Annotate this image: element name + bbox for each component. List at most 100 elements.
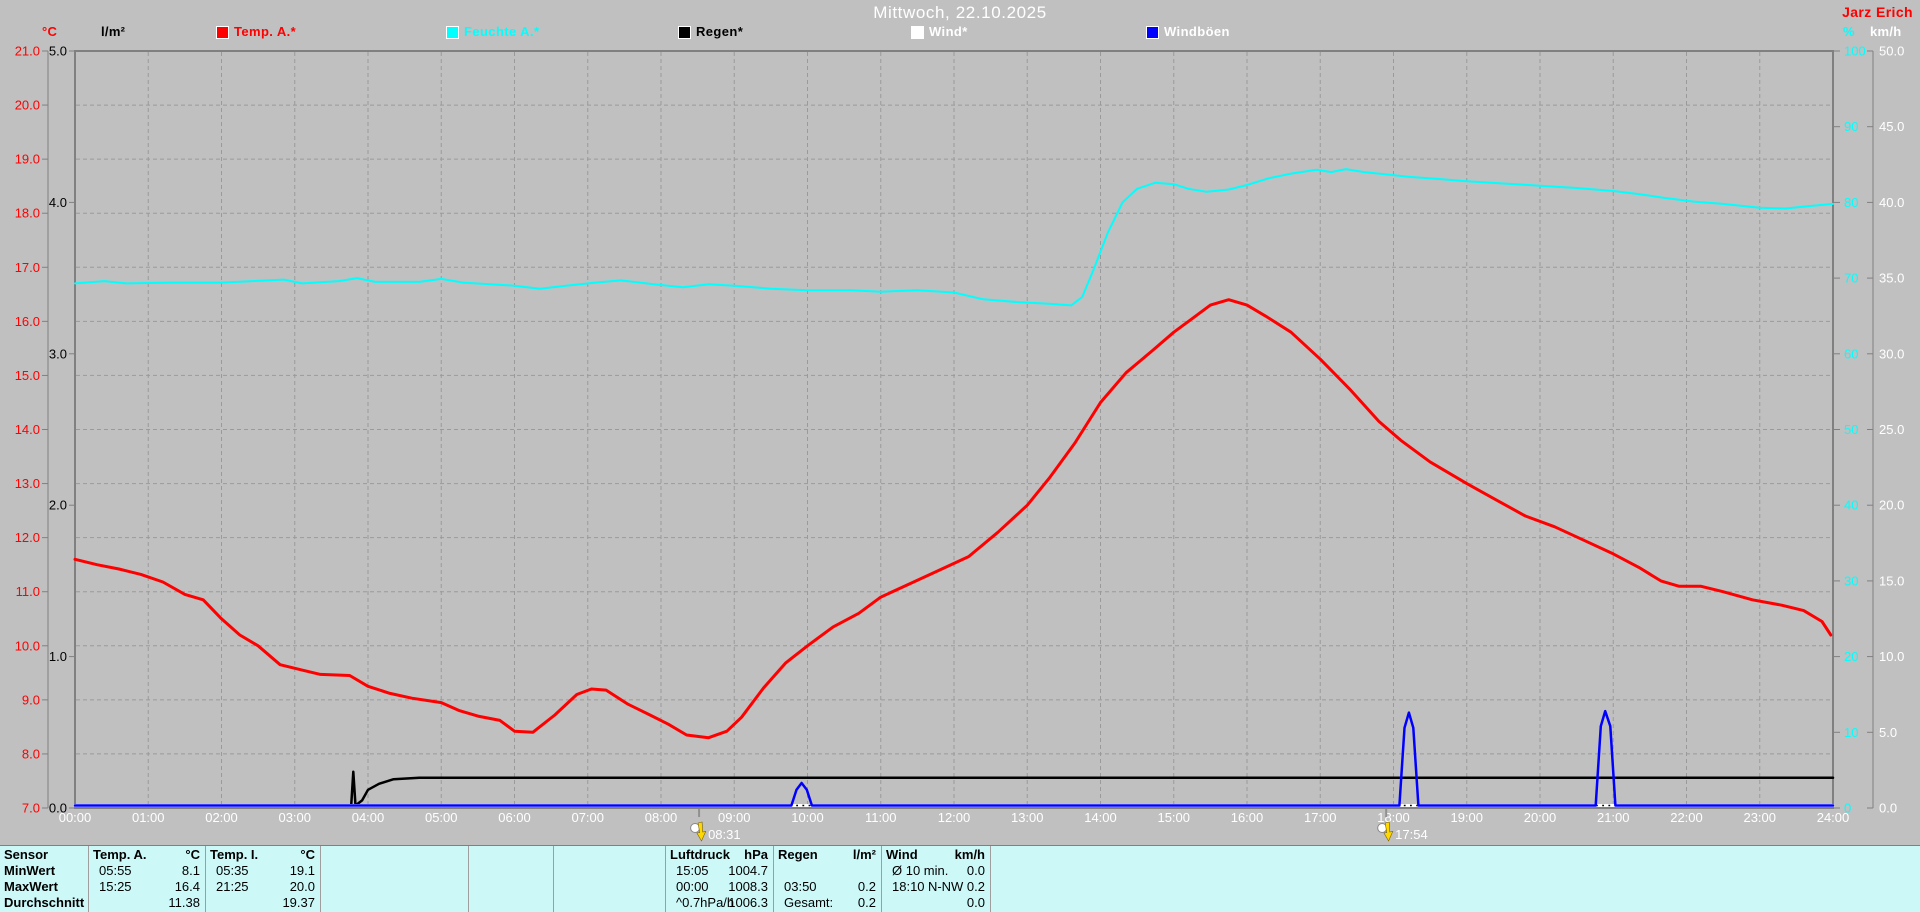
x-axis-label: 01:00 bbox=[132, 810, 165, 825]
hum_pct-tick-label: 40 bbox=[1844, 498, 1858, 513]
wind_kmh-tick-label: 5.0 bbox=[1879, 725, 1897, 740]
rain_lm2-tick-label: 4.0 bbox=[49, 195, 67, 210]
temp_c-tick-label: 15.0 bbox=[15, 368, 40, 383]
temp_c-tick-label: 11.0 bbox=[16, 584, 40, 599]
x-axis-label: 07:00 bbox=[571, 810, 604, 825]
x-axis-label: 23:00 bbox=[1743, 810, 1776, 825]
temp-a-swatch-icon bbox=[216, 26, 229, 39]
annotation-time-label: 17:54 bbox=[1395, 827, 1428, 842]
wind_kmh-tick-label: 10.0 bbox=[1879, 649, 1904, 664]
temp_c-tick-label: 20.0 bbox=[15, 98, 40, 113]
legend-item-label: Windböen bbox=[1164, 24, 1230, 39]
table-cell: Sensor bbox=[4, 847, 49, 862]
table-column-temp-i: Temp. I. °C 05:35 19.1 21:25 20.0 19.37 bbox=[206, 846, 321, 912]
table-cell: 15:25 bbox=[99, 879, 132, 894]
table-column-luftdruck: Luftdruck hPa 15:05 1004.7 00:00 1008.3 ^0.7hP… bbox=[666, 846, 774, 912]
hum_pct-tick-label: 20 bbox=[1844, 649, 1858, 664]
wind_kmh-tick-label: 45.0 bbox=[1879, 119, 1904, 134]
table-cell: 0.0 bbox=[966, 895, 985, 910]
rain_lm2-tick-label: 0.0 bbox=[49, 801, 67, 816]
wind_kmh-tick-label: 30.0 bbox=[1879, 346, 1904, 361]
temp_c-tick-label: 10.0 bbox=[15, 638, 40, 653]
table-cell: hPa bbox=[744, 847, 768, 862]
table-row-labels-column: Sensor MinWert MaxWert Durchschnitt bbox=[0, 846, 89, 912]
x-axis-label: 11:00 bbox=[865, 810, 897, 825]
hum_pct-tick-label: 50 bbox=[1844, 422, 1858, 437]
table-cell: 11.38 bbox=[168, 895, 200, 910]
x-axis-label: 24:00 bbox=[1817, 810, 1850, 825]
left-axis-unit-rain: l/m² bbox=[101, 24, 126, 39]
table-cell: MinWert bbox=[4, 863, 56, 878]
wind_kmh-tick-label: 50.0 bbox=[1879, 44, 1904, 59]
rain_lm2-tick-label: 1.0 bbox=[49, 649, 67, 664]
temp_c-tick-label: 18.0 bbox=[15, 206, 40, 221]
hum_pct-tick-label: 10 bbox=[1844, 725, 1858, 740]
hum_pct-tick-label: 0 bbox=[1844, 801, 1851, 816]
x-axis-label: 19:00 bbox=[1450, 810, 1483, 825]
x-axis-label: 02:00 bbox=[205, 810, 238, 825]
table-cell: 21:25 bbox=[216, 879, 249, 894]
x-axis-label: 14:00 bbox=[1084, 810, 1117, 825]
table-cell: km/h bbox=[954, 847, 985, 862]
table-cell: l/m² bbox=[852, 847, 876, 862]
x-axis-label: 09:00 bbox=[718, 810, 751, 825]
x-axis-label: 15:00 bbox=[1157, 810, 1190, 825]
rain_lm2-tick-label: 2.0 bbox=[49, 498, 67, 513]
x-axis-label: 08:00 bbox=[645, 810, 678, 825]
table-cell: Ø 10 min. bbox=[892, 863, 949, 878]
x-axis-label: 00:00 bbox=[59, 810, 92, 825]
legend-item-label: Feuchte A.* bbox=[464, 24, 540, 39]
table-cell: 19.37 bbox=[282, 895, 315, 910]
table-cell: Temp. I. bbox=[210, 847, 259, 862]
x-axis-label: 18:00 bbox=[1377, 810, 1410, 825]
x-axis-label: 06:00 bbox=[498, 810, 531, 825]
x-axis-label: 22:00 bbox=[1670, 810, 1703, 825]
table-cell: Temp. A. bbox=[93, 847, 147, 862]
table-cell: 18:10 bbox=[892, 879, 925, 894]
legend-item-label: Regen* bbox=[696, 24, 744, 39]
x-axis-label: 17:00 bbox=[1304, 810, 1337, 825]
table-cell: 19.1 bbox=[289, 863, 315, 878]
x-axis-label: 21:00 bbox=[1597, 810, 1630, 825]
table-cell: 20.0 bbox=[289, 879, 315, 894]
wind_kmh-tick-label: 25.0 bbox=[1879, 422, 1904, 437]
temp_c-tick-label: 8.0 bbox=[22, 746, 40, 761]
wind_kmh-tick-label: 0.0 bbox=[1879, 801, 1897, 816]
temp_c-tick-label: 21.0 bbox=[15, 44, 40, 59]
series-windboeen-line bbox=[73, 709, 1835, 807]
table-cell: N-NW 0.2 bbox=[927, 879, 985, 894]
table-column-temp-a: Temp. A. °C 05:55 8.1 15:25 16.4 11.38 bbox=[89, 846, 206, 912]
hum_pct-tick-label: 100 bbox=[1844, 44, 1866, 59]
table-cell: 15:05 bbox=[676, 863, 709, 878]
series-feuchte-a-line bbox=[74, 168, 1834, 307]
table-cell: 03:50 bbox=[784, 879, 817, 894]
table-cell: °C bbox=[300, 847, 315, 862]
stats-table: Sensor MinWert MaxWert Durchschnitt Temp. A.… bbox=[0, 845, 1920, 912]
temp_c-tick-label: 16.0 bbox=[15, 314, 40, 329]
hum_pct-tick-label: 80 bbox=[1844, 195, 1858, 210]
x-axis-label: 04:00 bbox=[352, 810, 385, 825]
table-cell: Gesamt: bbox=[784, 895, 834, 910]
table-cell: Wind bbox=[886, 847, 918, 862]
table-cell: Regen bbox=[778, 847, 818, 862]
legend-item-label: Wind* bbox=[929, 24, 968, 39]
table-cell: 05:55 bbox=[99, 863, 132, 878]
table-cell: 0.2 bbox=[857, 895, 876, 910]
watermark-author: Jarz Erich bbox=[1842, 4, 1913, 20]
series-temp-a-line bbox=[73, 298, 1833, 740]
table-cell: 00:00 bbox=[676, 879, 709, 894]
table-cell: 8.1 bbox=[181, 863, 200, 878]
table-cell: MaxWert bbox=[4, 879, 58, 894]
windboeen-swatch-icon bbox=[1146, 26, 1159, 39]
table-column-empty-1 bbox=[321, 846, 469, 912]
temp_c-tick-label: 14.0 bbox=[15, 422, 40, 437]
table-cell: Durchschnitt bbox=[4, 895, 85, 910]
hum_pct-tick-label: 70 bbox=[1844, 271, 1858, 286]
wind_kmh-tick-label: 40.0 bbox=[1879, 195, 1904, 210]
x-axis-label: 13:00 bbox=[1011, 810, 1044, 825]
x-axis-label: 10:00 bbox=[791, 810, 824, 825]
page-title: Mittwoch, 22.10.2025 bbox=[873, 3, 1047, 22]
series-regen-line bbox=[73, 770, 1835, 807]
x-axis-label: 20:00 bbox=[1524, 810, 1557, 825]
